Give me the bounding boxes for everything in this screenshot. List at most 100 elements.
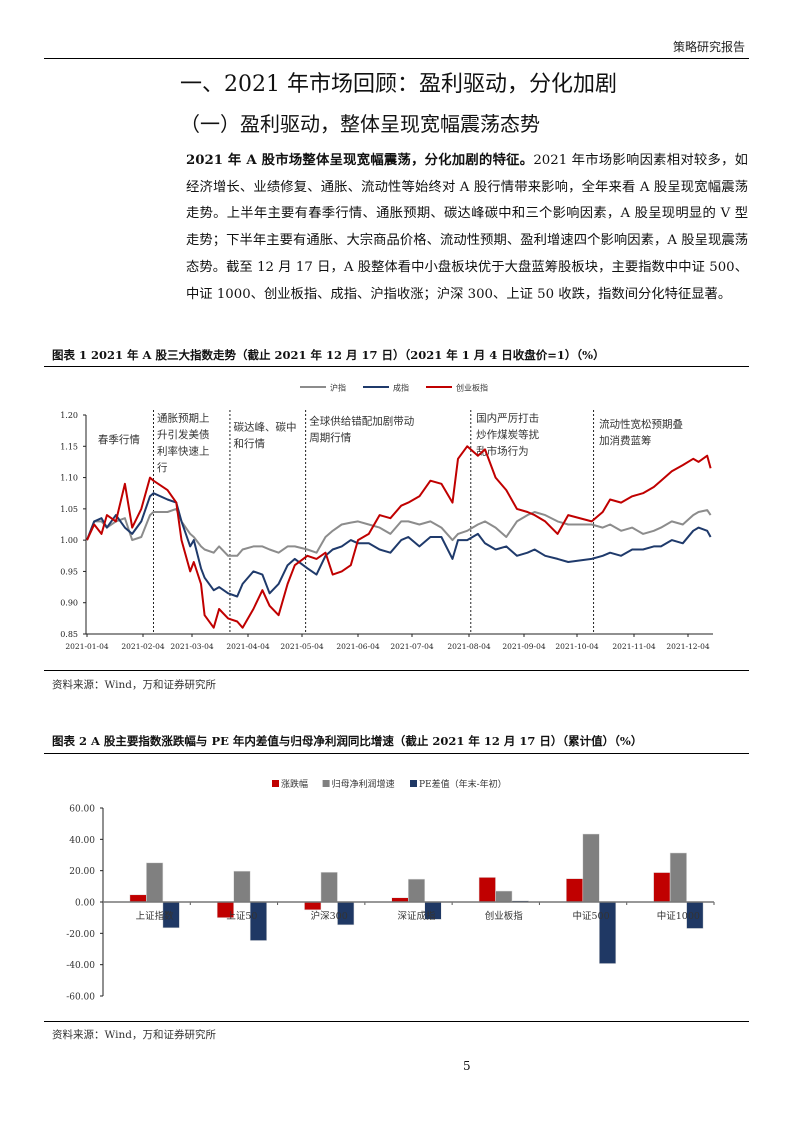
bar-chart: 涨跌幅 归母净利润增速 PE差值（年末-年初） -60.00 -40.00 -20.00 0… xyxy=(66,778,715,1003)
bar-group: 深证成指 xyxy=(391,878,442,922)
figure2-title: 图表 2 A 股主要指数涨跌幅与 PE 年内差值与归母净利润同比增速（截止 20… xyxy=(52,734,643,748)
y-tick-label: 1.15 xyxy=(60,442,78,451)
bar-chart-legend: 涨跌幅 归母净利润增速 PE差值（年末-年初） xyxy=(272,778,507,790)
svg-text:全球供给错配加剧带动: 全球供给错配加剧带动 xyxy=(309,414,414,427)
bar xyxy=(669,852,687,903)
subsection-heading: （一）盈利驱动，整体呈现宽幅震荡态势 xyxy=(180,112,540,136)
x-tick-label: 2021-04-04 xyxy=(226,642,269,651)
line-chart-legend: 沪指 成指 创业板指 xyxy=(300,383,488,393)
bar xyxy=(129,894,147,903)
x-tick-label: 2021-07-04 xyxy=(390,642,433,651)
page-number: 5 xyxy=(463,1059,471,1073)
category-label: 创业板指 xyxy=(485,910,524,922)
figure1-source: 资料来源：Wind，万和证券研究所 xyxy=(52,679,216,691)
series-line xyxy=(86,445,712,629)
legend-swatch xyxy=(322,780,330,787)
y-tick-label: 0.00 xyxy=(75,899,95,909)
bar-group: 创业板指 xyxy=(478,877,529,922)
bar xyxy=(320,871,338,903)
legend-label: 归母净利润增速 xyxy=(332,778,395,790)
y-tick-label: 40.00 xyxy=(69,836,95,846)
report-header-label: 策略研究报告 xyxy=(672,40,745,54)
phase-annotation: 春季行情 xyxy=(98,433,140,446)
figure2-title-rule xyxy=(44,753,749,754)
svg-text:行: 行 xyxy=(157,461,168,474)
y-tick-label: 1.20 xyxy=(60,411,78,420)
figure2-source: 资料来源：Wind，万和证券研究所 xyxy=(52,1029,216,1041)
x-tick-label: 2021-06-04 xyxy=(336,642,379,651)
section-heading: 一、2021 年市场回顾：盈利驱动，分化加剧 xyxy=(180,72,617,97)
legend-label: PE差值（年末-年初） xyxy=(419,778,507,790)
bar xyxy=(566,878,584,903)
svg-text:升引发美债: 升引发美债 xyxy=(157,428,210,441)
svg-text:通胀预期上: 通胀预期上 xyxy=(157,412,210,424)
bar xyxy=(304,901,322,911)
legend-label: 涨跌幅 xyxy=(281,778,308,790)
paragraph-lead-sentence: 2021 年 A 股市场整体呈现宽幅震荡，分化加剧的特征。 xyxy=(186,153,534,168)
y-tick-label: 60.00 xyxy=(69,805,95,815)
svg-text:利率快速上: 利率快速上 xyxy=(157,444,210,457)
figure1-bottom-rule xyxy=(44,670,749,671)
body-paragraph: 2021 年 A 股市场整体呈现宽幅震荡，分化加剧的特征。2021 年市场影响因… xyxy=(186,148,748,308)
line-chart: 沪指 成指 创业板指 0.85 0.90 0.95 1.00 1.05 1.10 1.15 1.20… xyxy=(60,383,713,651)
category-label: 深证成指 xyxy=(397,910,436,922)
bar-group: 沪深300 xyxy=(304,871,355,926)
svg-text:国内严厉打击: 国内严厉打击 xyxy=(476,411,539,424)
paragraph-body: 2021 年市场影响因素相对较多，如经济增长、业绩修复、通胀、流动性等始终对 A… xyxy=(186,153,748,302)
x-tick-label: 2021-01-04 xyxy=(65,642,108,651)
y-tick-label: -40.00 xyxy=(66,961,95,971)
x-tick-label: 2021-05-04 xyxy=(280,642,323,651)
x-tick-label: 2021-11-04 xyxy=(612,642,655,651)
svg-text:乱市场行为: 乱市场行为 xyxy=(476,444,529,457)
svg-text:碳达峰、碳中: 碳达峰、碳中 xyxy=(234,421,297,434)
category-label: 上证50 xyxy=(226,911,257,922)
svg-text:春季行情: 春季行情 xyxy=(98,433,140,446)
svg-text:炒作煤炭等扰: 炒作煤炭等扰 xyxy=(476,428,539,441)
bar-group: 上证指数 xyxy=(129,862,180,929)
y-tick-label: 1.05 xyxy=(60,505,78,514)
series-line xyxy=(86,492,712,598)
bar xyxy=(408,878,425,903)
y-tick-label: -60.00 xyxy=(66,993,95,1003)
y-tick-label: -20.00 xyxy=(66,930,95,940)
header-rule xyxy=(44,58,749,59)
y-tick-label: 0.95 xyxy=(60,567,78,576)
y-tick-label: 1.00 xyxy=(60,536,78,545)
svg-text:流动性宽松预期叠: 流动性宽松预期叠 xyxy=(599,418,683,431)
legend-label: 沪指 xyxy=(330,383,346,393)
bar xyxy=(146,862,164,903)
legend-label: 创业板指 xyxy=(456,383,488,393)
y-tick-label: 0.90 xyxy=(60,599,78,608)
x-tick-label: 2021-12-04 xyxy=(666,642,709,651)
bar-group: 上证50 xyxy=(216,870,267,941)
svg-text:加消费蓝筹: 加消费蓝筹 xyxy=(599,434,652,447)
figure2-bottom-rule xyxy=(44,1021,749,1022)
category-label: 中证1000 xyxy=(657,910,700,922)
bar xyxy=(495,890,513,903)
category-label: 上证指数 xyxy=(136,910,175,922)
bar xyxy=(478,877,496,903)
legend-swatch xyxy=(410,780,417,787)
figure1-title: 图表 1 2021 年 A 股三大指数走势（截止 2021 年 12 月 17 … xyxy=(52,348,605,362)
y-tick-label: 20.00 xyxy=(69,867,95,877)
bar-group: 中证1000 xyxy=(653,852,704,929)
y-tick-label: 0.85 xyxy=(60,630,78,639)
category-label: 中证500 xyxy=(573,910,610,922)
bar-group: 中证500 xyxy=(566,833,617,964)
x-tick-label: 2021-10-04 xyxy=(555,642,598,651)
category-label: 沪深300 xyxy=(311,910,348,922)
x-tick-label: 2021-09-04 xyxy=(502,642,545,651)
x-tick-label: 2021-08-04 xyxy=(447,642,490,651)
x-tick-label: 2021-02-04 xyxy=(121,642,164,651)
legend-label: 成指 xyxy=(393,383,409,393)
x-tick-label: 2021-03-04 xyxy=(170,642,213,651)
bar xyxy=(233,870,251,903)
bar xyxy=(653,872,671,903)
svg-text:和行情: 和行情 xyxy=(234,437,266,450)
svg-text:周期行情: 周期行情 xyxy=(309,431,351,444)
legend-swatch xyxy=(272,780,279,787)
